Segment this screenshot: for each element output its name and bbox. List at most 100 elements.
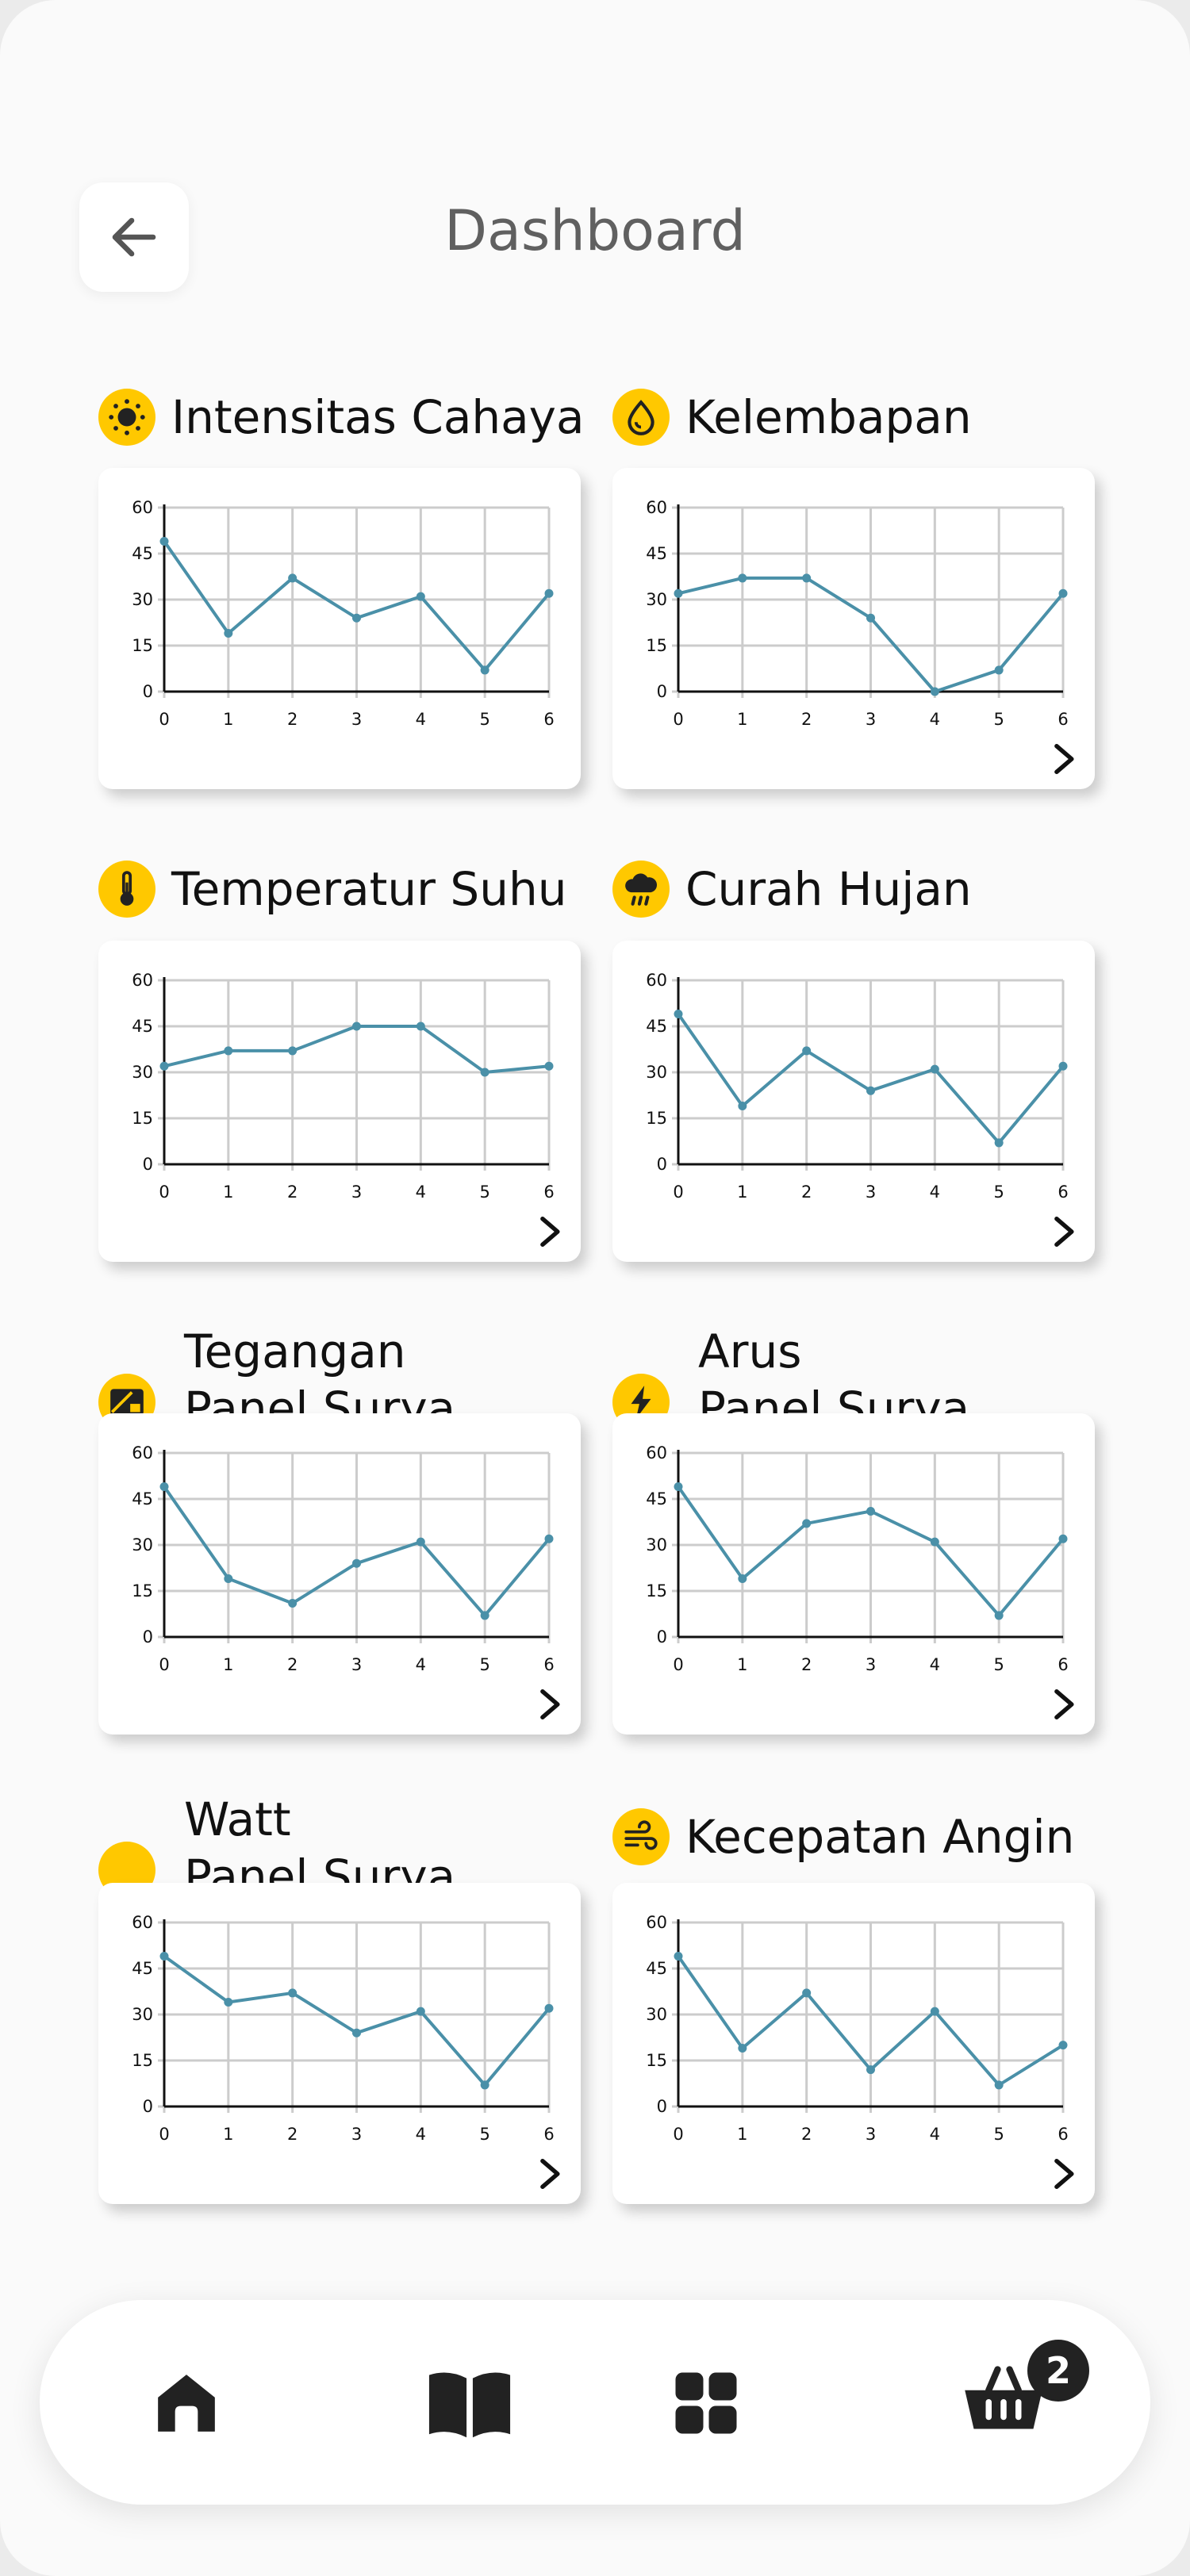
data-point [1058, 1061, 1068, 1071]
thermometer-icon [98, 861, 155, 918]
x-tick-label: 4 [930, 710, 940, 729]
x-tick-label: 6 [543, 1655, 554, 1674]
x-tick-label: 1 [737, 2125, 747, 2144]
home-icon [158, 2375, 215, 2432]
data-point [416, 1022, 425, 1031]
data-point [352, 1022, 361, 1031]
y-tick-label: 0 [143, 1155, 153, 1174]
rain-cloud-icon [612, 861, 670, 918]
sun-icon [98, 389, 155, 446]
x-tick-label: 2 [801, 1655, 812, 1674]
chart-card-temperatur-suhu[interactable]: 0 1 2 3 4 5 6 0 15 30 45 60 [98, 941, 581, 1262]
data-point [866, 1506, 875, 1516]
y-tick-label: 15 [646, 2051, 667, 2070]
data-point [738, 573, 747, 583]
y-tick-label: 0 [143, 1627, 153, 1646]
data-point [802, 1519, 812, 1528]
y-tick-label: 0 [657, 1155, 667, 1174]
nav-basket[interactable] [960, 2359, 1047, 2439]
nav-book[interactable] [426, 2363, 513, 2443]
chevron-right-icon[interactable] [533, 1689, 565, 1720]
data-point [544, 1534, 554, 1543]
chart-card-kecepatan-angin[interactable]: 0 1 2 3 4 5 6 0 15 30 45 60 [612, 1883, 1095, 2204]
x-tick-label: 2 [801, 710, 812, 729]
x-tick-label: 6 [1058, 710, 1068, 729]
y-tick-label: 30 [646, 1063, 667, 1082]
data-point [288, 1988, 298, 1998]
x-tick-label: 5 [993, 2125, 1004, 2144]
data-point [224, 629, 233, 638]
data-point [352, 2028, 361, 2037]
y-tick-label: 60 [646, 498, 667, 517]
chart-card-curah-hujan[interactable]: 0 1 2 3 4 5 6 0 15 30 45 60 [612, 941, 1095, 1262]
data-point [674, 1952, 683, 1961]
y-tick-label: 45 [132, 1017, 153, 1036]
chart-card-watt-panel-surya[interactable]: 0 1 2 3 4 5 6 0 15 30 45 60 [98, 1883, 581, 2204]
chevron-right-icon[interactable] [1047, 1689, 1079, 1720]
chevron-right-icon[interactable] [1047, 743, 1079, 775]
data-point [930, 687, 939, 696]
data-point [159, 1952, 169, 1961]
chevron-right-icon[interactable] [533, 2158, 565, 2190]
chart-card-tegangan-panel-surya[interactable]: 0 1 2 3 4 5 6 0 15 30 45 60 [98, 1413, 581, 1735]
y-tick-label: 15 [646, 1109, 667, 1128]
y-tick-label: 0 [143, 2097, 153, 2116]
data-point [416, 592, 425, 601]
y-tick-label: 30 [132, 590, 153, 609]
y-tick-label: 30 [132, 2005, 153, 2024]
x-tick-label: 6 [543, 1183, 554, 1202]
x-tick-label: 0 [673, 1655, 683, 1674]
book-icon [428, 2372, 511, 2438]
data-point [866, 613, 875, 623]
data-point [352, 1558, 361, 1568]
data-point [866, 2065, 875, 2075]
y-tick-label: 45 [646, 1017, 667, 1036]
x-tick-label: 1 [737, 1183, 747, 1202]
x-tick-label: 2 [287, 710, 298, 729]
y-tick-label: 15 [132, 2051, 153, 2070]
x-tick-label: 2 [287, 1183, 298, 1202]
y-tick-label: 15 [132, 1581, 153, 1600]
nav-apps[interactable] [662, 2363, 750, 2443]
nav-home[interactable] [143, 2363, 230, 2443]
x-tick-label: 4 [930, 2125, 940, 2144]
basket-icon [965, 2366, 1042, 2429]
section-title-line: Arus [698, 1324, 802, 1378]
data-point [288, 1046, 298, 1056]
x-tick-label: 3 [866, 710, 876, 729]
data-point [738, 1102, 747, 1111]
chevron-right-icon[interactable] [1047, 1216, 1079, 1248]
data-point [544, 588, 554, 598]
bottom-nav [40, 2300, 1150, 2505]
y-tick-label: 60 [132, 1443, 153, 1462]
x-tick-label: 0 [673, 1183, 683, 1202]
back-button[interactable] [79, 182, 189, 292]
y-tick-label: 45 [646, 1489, 667, 1508]
data-point [416, 2007, 425, 2016]
data-point [159, 1061, 169, 1071]
chart-card-kelembapan[interactable]: 0 1 2 3 4 5 6 0 15 30 45 60 [612, 468, 1095, 789]
x-tick-label: 1 [223, 710, 233, 729]
chart-card-arus-panel-surya[interactable]: 0 1 2 3 4 5 6 0 15 30 45 60 [612, 1413, 1095, 1735]
x-tick-label: 1 [223, 2125, 233, 2144]
x-tick-label: 4 [416, 1183, 426, 1202]
data-point [930, 2007, 939, 2016]
x-tick-label: 4 [416, 2125, 426, 2144]
x-tick-label: 4 [930, 1655, 940, 1674]
chart-card-intensitas-cahaya[interactable]: 0 1 2 3 4 5 6 0 15 30 45 60 [98, 468, 581, 789]
data-point [159, 1482, 169, 1492]
data-point [674, 1482, 683, 1492]
x-tick-label: 5 [993, 710, 1004, 729]
chevron-right-icon[interactable] [533, 1216, 565, 1248]
data-point [480, 1068, 489, 1077]
chevron-right-icon[interactable] [1047, 2158, 1079, 2190]
x-tick-label: 5 [479, 1183, 489, 1202]
data-point [159, 537, 169, 546]
y-tick-label: 45 [132, 1489, 153, 1508]
y-tick-label: 60 [132, 1913, 153, 1932]
